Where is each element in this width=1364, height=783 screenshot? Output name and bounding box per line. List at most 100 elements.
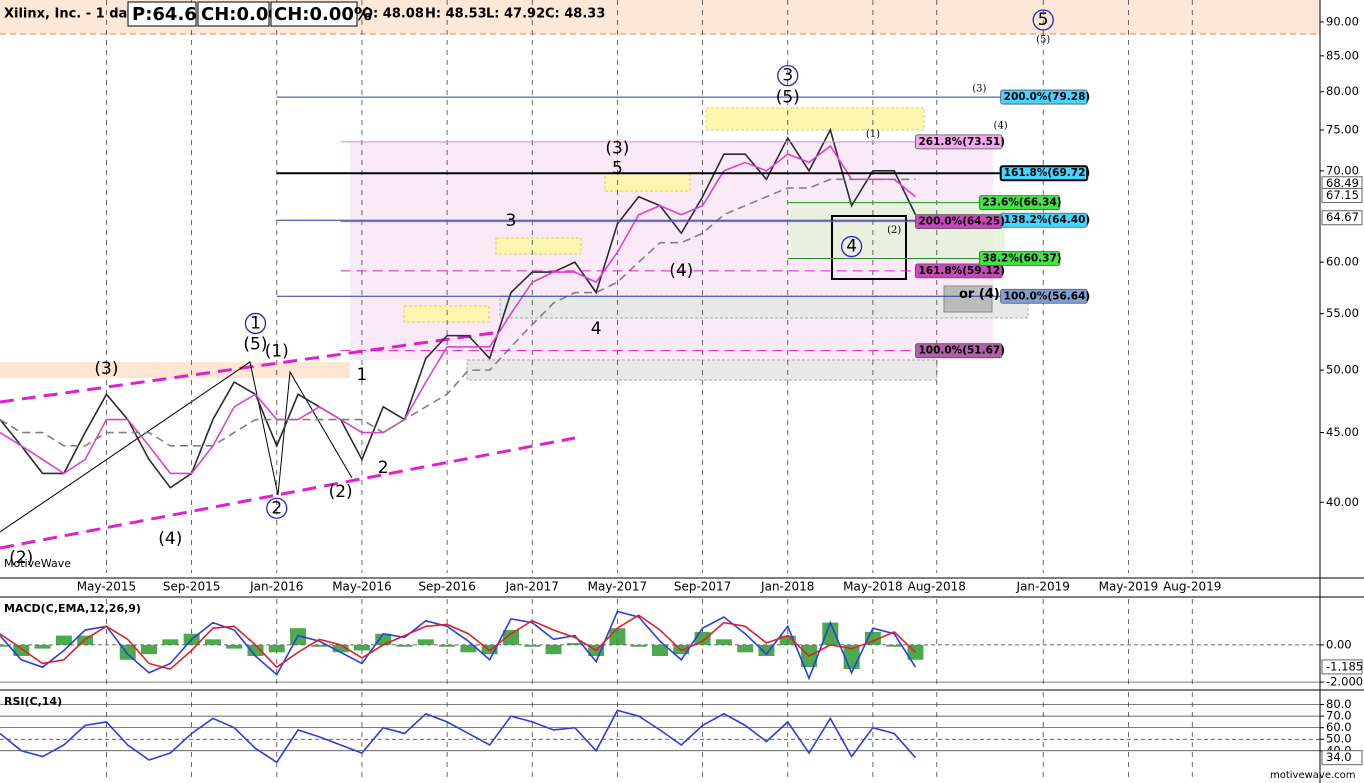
fib-label: 161.8%(59.12) xyxy=(918,265,1005,277)
footer: motivewave.com xyxy=(1270,770,1356,781)
zone xyxy=(790,200,1005,260)
fib-box xyxy=(978,251,1061,266)
y-tick-label: -2.000 xyxy=(1326,675,1363,689)
histogram-bar xyxy=(652,644,668,657)
close: C: 48.33 xyxy=(545,7,605,22)
wave-line xyxy=(0,361,353,533)
target-box xyxy=(831,215,907,280)
x-tick-label: Jan-2019 xyxy=(1016,580,1070,594)
x-tick-label: May-2015 xyxy=(77,580,136,594)
price-tag xyxy=(1321,659,1363,675)
wave-circle xyxy=(244,312,267,335)
price-tag-label: 34.0 xyxy=(1326,750,1352,764)
price-tag-label: 67.15 xyxy=(1326,188,1359,202)
change: CH:0.00 xyxy=(201,4,281,25)
y-tick-label: 55.00 xyxy=(1326,306,1359,320)
x-tick-label: Sep-2015 xyxy=(163,580,221,594)
histogram-bar xyxy=(0,644,8,647)
histogram-bar xyxy=(34,644,51,649)
histogram-bar xyxy=(268,644,285,653)
histogram-bar xyxy=(460,644,477,653)
zone xyxy=(466,359,938,381)
fib-box xyxy=(915,263,1003,279)
histogram-bar xyxy=(715,639,732,645)
price-tag-label: -1.185 xyxy=(1326,659,1363,673)
wave-label: (5) xyxy=(776,88,800,108)
price-tag xyxy=(1321,210,1363,226)
wave-label: 2 xyxy=(378,458,389,478)
watermark: MotiveWave xyxy=(4,557,71,570)
fib-label: 200.0%(64.25) xyxy=(918,216,1005,228)
histogram-bar xyxy=(13,644,30,657)
wave-label: 5 xyxy=(612,158,623,178)
fib-label: 100.0%(56.64) xyxy=(1004,290,1091,302)
panel-title: RSI(C,14) xyxy=(4,695,62,708)
y-tick-label: 75.00 xyxy=(1326,122,1359,136)
y-tick-label: 0.00 xyxy=(1326,637,1352,651)
wave-label: (2) xyxy=(329,482,353,502)
zone xyxy=(705,107,925,131)
fib-box xyxy=(978,195,1061,211)
x-tick-label: May-2019 xyxy=(1099,580,1158,594)
series-line xyxy=(0,709,917,764)
header-box xyxy=(127,1,197,27)
histogram-bar xyxy=(779,635,796,645)
fib-label: 38.2%(60.37) xyxy=(982,252,1061,264)
price-tag-label: 68.49 xyxy=(1326,176,1359,190)
fib-box xyxy=(1000,288,1088,304)
symbol: Xilinx, Inc. - 1 day xyxy=(4,7,136,22)
wave-label: 4 xyxy=(846,237,857,257)
zone xyxy=(0,362,350,378)
x-tick-label: Aug-2018 xyxy=(908,580,966,594)
wave-label: 5 xyxy=(1038,10,1049,30)
histogram-bar xyxy=(886,644,903,647)
histogram-bar xyxy=(758,644,775,657)
wave-label: 4 xyxy=(591,319,602,339)
y-tick-label: 60.00 xyxy=(1326,255,1359,269)
x-tick-label: Sep-2017 xyxy=(674,580,732,594)
fib-label: 100.0%(51.67) xyxy=(918,345,1005,357)
panel-title: MACD(C,EMA,12,26,9) xyxy=(4,602,141,615)
series-line xyxy=(0,610,917,681)
label-box xyxy=(943,285,993,313)
fib-box xyxy=(915,134,1003,150)
y-tick-label: 60.0 xyxy=(1326,720,1352,734)
histogram-bar xyxy=(609,628,626,645)
histogram-bar xyxy=(55,635,72,645)
histogram-bar xyxy=(630,644,647,647)
zone xyxy=(495,237,582,255)
price-tag xyxy=(1321,187,1363,203)
wave-label: or (4) xyxy=(959,287,1000,302)
histogram-bar xyxy=(396,644,413,647)
series-line xyxy=(0,614,917,670)
y-tick-label: 45.00 xyxy=(1326,425,1359,439)
x-tick-label: Sep-2016 xyxy=(418,580,476,594)
histogram-bar xyxy=(822,622,839,645)
y-tick-label: 50.00 xyxy=(1326,363,1359,377)
wave-label: (3) xyxy=(605,138,629,158)
histogram-bar xyxy=(311,644,328,647)
wave-circle xyxy=(1032,9,1054,31)
wave-circle xyxy=(777,65,799,87)
wave-label: (5) xyxy=(243,335,267,355)
channel-line xyxy=(0,330,501,404)
y-tick-label: 80.00 xyxy=(1326,84,1359,98)
y-tick-label: 70.00 xyxy=(1326,163,1359,177)
histogram-bar xyxy=(353,644,370,651)
high: H: 48.53 xyxy=(425,7,487,22)
histogram-bar xyxy=(141,644,158,655)
wave-label: (5) xyxy=(1036,35,1050,46)
price: P:64.67 xyxy=(132,4,209,25)
y-tick-label: 40.00 xyxy=(1326,495,1359,509)
histogram-bar xyxy=(566,643,583,645)
fib-label: 138.2%(64.40) xyxy=(1004,214,1091,226)
histogram-bar xyxy=(737,644,754,653)
histogram-bar xyxy=(545,644,562,655)
x-tick-label: May-2018 xyxy=(843,580,902,594)
series-line xyxy=(0,144,916,475)
x-tick-label: Jan-2018 xyxy=(760,580,814,594)
low: L: 47.92 xyxy=(486,7,545,22)
price-tag-label: 64.67 xyxy=(1326,210,1359,224)
